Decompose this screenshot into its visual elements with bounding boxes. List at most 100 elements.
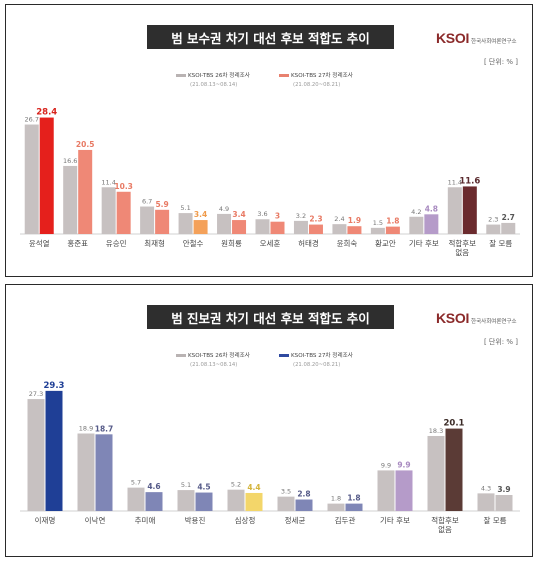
bar-series-2: [395, 470, 413, 511]
data-label-series-2: 4.5: [197, 483, 210, 492]
bar-series-1: [477, 493, 495, 511]
data-label-series-2: 1.9: [348, 216, 361, 225]
data-label-series-1: 1.5: [373, 219, 383, 227]
bar-series-2: [195, 492, 213, 511]
data-label-series-2: 10.3: [114, 182, 133, 191]
bar-series-2: [145, 492, 163, 511]
data-label-series-1: 2.4: [334, 215, 344, 223]
data-label-series-2: 20.1: [444, 419, 465, 429]
data-label-series-2: 2.7: [502, 213, 515, 222]
category-label: 이낙연: [85, 515, 106, 525]
data-label-series-2: 29.3: [44, 381, 65, 391]
bar-series-2: [295, 499, 313, 511]
category-label: 박용진: [185, 515, 206, 525]
bar-series-2: [78, 149, 93, 234]
category-label: 심상정: [235, 515, 256, 525]
data-label-series-2: 3.4: [232, 210, 245, 219]
category-label: 정세균: [285, 515, 306, 525]
data-label-series-2: 18.7: [95, 424, 114, 433]
ksoi-logo: KSOI 한국사회여론연구소: [436, 310, 517, 326]
legend-swatch: [176, 353, 186, 357]
data-label-series-1: 4.2: [411, 208, 421, 216]
bar-series-2: [45, 390, 63, 511]
category-label: 기타 후보: [409, 239, 439, 248]
bar-series-1: [447, 187, 462, 234]
bar-series-1: [277, 496, 295, 511]
bar-series-1: [227, 489, 245, 511]
logo-subtitle: 한국사회여론연구소: [471, 319, 517, 325]
legend-date: (21.08.13~08.14): [190, 362, 238, 368]
category-label: 잘 모름: [483, 516, 506, 525]
data-label-series-1: 6.7: [142, 198, 152, 206]
data-label-series-1: 3.6: [257, 210, 267, 218]
data-label-series-2: 9.9: [397, 460, 410, 469]
data-label-series-1: 27.3: [29, 390, 43, 398]
bar-series-2: [347, 226, 362, 234]
data-label-series-2: 4.4: [247, 483, 260, 492]
bar-series-1: [127, 487, 145, 511]
bar-series-2: [155, 209, 170, 234]
bar-series-1: [409, 216, 424, 234]
bar-series-1: [178, 213, 193, 234]
category-label: 안철수: [183, 238, 204, 248]
legend-label: KSOI-TBS 26차 정례조사: [188, 73, 250, 79]
bar-series-1: [377, 470, 395, 511]
legend-item-27: KSOI-TBS 27차 정례조사: [279, 71, 353, 79]
data-label-series-1: 5.1: [181, 481, 191, 489]
category-label: 잘 모름: [489, 239, 512, 248]
data-label-series-2: 28.4: [36, 108, 57, 118]
data-label-series-1: 3.5: [281, 488, 291, 496]
bar-series-2: [95, 434, 113, 511]
data-label-series-2: 1.8: [386, 217, 399, 226]
bar-series-2: [345, 503, 363, 511]
category-label: 황교안: [375, 238, 396, 248]
legend-label: KSOI-TBS 27차 정례조사: [291, 353, 353, 359]
legend-item-26: KSOI-TBS 26차 정례조사: [176, 351, 250, 359]
data-label-series-1: 11.4: [448, 178, 462, 186]
data-label-series-1: 3.2: [296, 212, 306, 220]
bar-series-2: [39, 117, 54, 234]
category-label: 이재명: [35, 515, 56, 525]
legend-date: (21.08.13~08.14): [190, 82, 238, 88]
chart-legend: KSOI-TBS 26차 정례조사 (21.08.13~08.14) KSOI-…: [176, 351, 376, 381]
bar-series-1: [77, 433, 95, 511]
bar-series-1: [332, 224, 347, 234]
chart-panel-conservative: 범 보수권 차기 대선 후보 적합도 추이 KSOI 한국사회여론연구소 [ 단…: [5, 4, 533, 277]
data-label-series-2: 3: [275, 212, 280, 221]
data-label-series-2: 5.9: [155, 200, 168, 209]
bar-series-2: [270, 221, 285, 234]
bar-series-1: [101, 187, 116, 234]
legend-date: (21.08.20~08.21): [293, 362, 341, 368]
data-label-series-1: 16.6: [63, 157, 77, 165]
logo-subtitle: 한국사회여론연구소: [471, 39, 517, 45]
bar-series-1: [24, 124, 39, 234]
legend-label: KSOI-TBS 27차 정례조사: [291, 73, 353, 79]
category-label: 추미애: [135, 516, 156, 525]
chart-title: 범 보수권 차기 대선 후보 적합도 추이: [147, 25, 394, 49]
category-label: 윤석열: [29, 238, 50, 248]
data-label-series-2: 2.8: [297, 490, 310, 499]
bar-series-1: [63, 165, 78, 234]
bar-series-1: [327, 503, 345, 511]
bar-series-1: [217, 213, 232, 234]
data-label-series-1: 1.8: [331, 495, 341, 503]
data-label-series-1: 5.7: [131, 479, 141, 487]
bar-series-2: [245, 492, 263, 511]
bar-series-2: [424, 214, 439, 234]
bar-series-2: [462, 186, 477, 234]
data-label-series-2: 4.6: [147, 482, 160, 491]
legend-date: (21.08.20~08.21): [293, 82, 341, 88]
category-label: 유승민: [106, 238, 127, 248]
category-label: 김두관: [335, 515, 356, 525]
bar-series-1: [293, 220, 308, 234]
chart-panel-progressive: 범 진보권 차기 대선 후보 적합도 추이 KSOI 한국사회여론연구소 [ 단…: [5, 284, 533, 557]
bar-series-1: [370, 227, 385, 234]
data-label-series-1: 18.3: [429, 427, 443, 435]
data-label-series-1: 2.3: [488, 216, 498, 224]
unit-label: [ 단위: % ]: [483, 338, 518, 346]
bar-series-2: [501, 222, 516, 234]
category-label: 허태경: [298, 238, 319, 248]
category-label: 적합후보: [449, 238, 477, 248]
data-label-series-1: 18.9: [79, 425, 93, 433]
